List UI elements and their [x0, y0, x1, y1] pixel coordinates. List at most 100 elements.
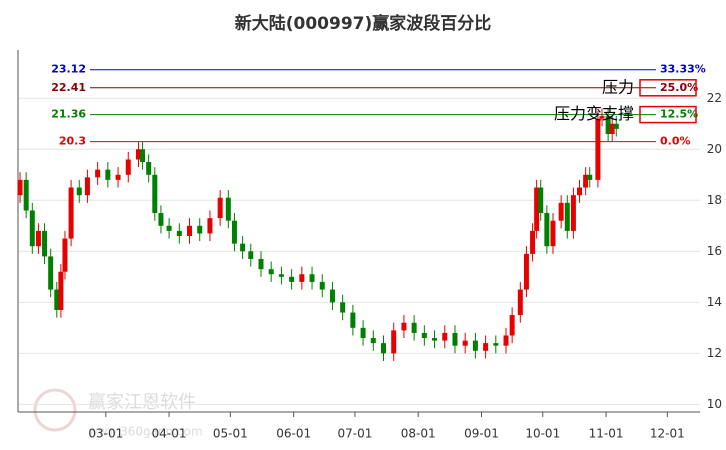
x-tick-label: 05-01 [213, 427, 248, 441]
candle-body [187, 225, 193, 236]
candle-body [23, 179, 29, 211]
x-tick-label: 03-01 [88, 427, 123, 441]
candle-body [381, 343, 387, 354]
level-box [639, 105, 697, 124]
level-box [639, 79, 697, 97]
annotation: 压力变支撑 [554, 104, 634, 123]
candle-body [493, 343, 499, 346]
candle-body [62, 238, 68, 272]
candle-body [587, 174, 593, 180]
candle-body [509, 315, 515, 336]
x-tick-label: 06-01 [276, 427, 311, 441]
candle-body [166, 225, 172, 231]
watermark: 赢家江恩软件 www.360gann.com [33, 388, 203, 439]
candle-body [58, 271, 64, 310]
candle-body [231, 220, 237, 244]
candle-body [360, 327, 366, 339]
candle-body [225, 197, 231, 221]
candle-body [299, 274, 305, 282]
candle-body [523, 253, 529, 290]
candle-body [158, 213, 164, 226]
candle-body [309, 274, 315, 282]
candle-body [577, 187, 583, 196]
candle-body [140, 149, 146, 163]
watermark-logo [33, 388, 77, 432]
y-tick-label: 14 [707, 295, 722, 309]
candle-body [370, 338, 376, 344]
candle-body [432, 338, 438, 341]
candle-body [583, 174, 589, 188]
candle-body [391, 330, 397, 354]
y-tick-label: 18 [707, 193, 722, 207]
candle-body [105, 169, 111, 180]
watermark-text: 赢家江恩软件 [88, 391, 196, 413]
level-value: 23.12 [51, 63, 86, 76]
y-tick-label: 22 [707, 91, 722, 105]
candle-body [411, 322, 417, 333]
candle-body [605, 116, 611, 134]
candle-body [472, 340, 478, 351]
y-tick-label: 20 [707, 142, 722, 156]
candle-body [483, 343, 489, 351]
candle-body [613, 123, 619, 129]
candle-body [558, 202, 564, 221]
level-percent: 25.0% [660, 81, 698, 94]
candle-body [68, 187, 74, 239]
level-value: 20.3 [59, 135, 86, 148]
candle-body [517, 289, 523, 316]
candle-body [176, 230, 182, 236]
x-tick-label: 10-01 [525, 427, 560, 441]
candle-body [95, 169, 101, 178]
level-percent: 0.0% [660, 135, 691, 148]
level-value: 21.36 [51, 108, 86, 121]
x-tick-label: 11-01 [589, 427, 624, 441]
y-tick-label: 10 [707, 397, 722, 411]
candle-body [248, 251, 254, 259]
candle-body [421, 332, 427, 339]
candle-body [240, 243, 246, 252]
x-tick-label: 08-01 [401, 427, 436, 441]
candle-body [207, 218, 213, 234]
y-tick-label: 12 [707, 346, 722, 360]
level-percent: 12.5% [660, 108, 698, 121]
level-percent: 33.33% [660, 63, 706, 76]
candle-body [401, 322, 407, 331]
candle-body [152, 174, 158, 214]
x-tick-label: 12-01 [650, 427, 685, 441]
candle-body [84, 177, 90, 196]
candle-body [609, 123, 615, 134]
candle-body [595, 118, 601, 180]
candle-body [17, 179, 23, 196]
candle-body [278, 274, 284, 277]
candle-body [534, 187, 540, 231]
candle-body [544, 213, 550, 247]
watermark-url: www.360gann.com [88, 425, 203, 439]
candle-body [35, 230, 41, 247]
x-tick-label: 09-01 [464, 427, 499, 441]
candle-body [442, 332, 448, 341]
candle-body [599, 116, 605, 119]
candle-body [350, 312, 356, 328]
candle-body [268, 269, 274, 275]
candle-body [54, 289, 60, 310]
candle-body [197, 225, 203, 234]
candle-body [550, 220, 556, 247]
candle-body [135, 149, 141, 160]
chart-title: 新大陆(000997)赢家波段百分比 [235, 13, 492, 34]
candle-body [452, 332, 458, 346]
candle-body [570, 195, 576, 231]
x-tick-label: 04-01 [152, 427, 187, 441]
candle-body [125, 159, 131, 175]
candle-body [462, 340, 468, 346]
candle-body [76, 187, 82, 196]
candle-body [217, 197, 223, 219]
annotation: 压力 [602, 77, 634, 96]
candle-body [564, 202, 570, 231]
candle-body [340, 302, 346, 313]
y-tick-label: 16 [707, 244, 722, 258]
candle-body [530, 230, 536, 254]
candle-body [258, 258, 264, 270]
candle-body [42, 230, 48, 257]
